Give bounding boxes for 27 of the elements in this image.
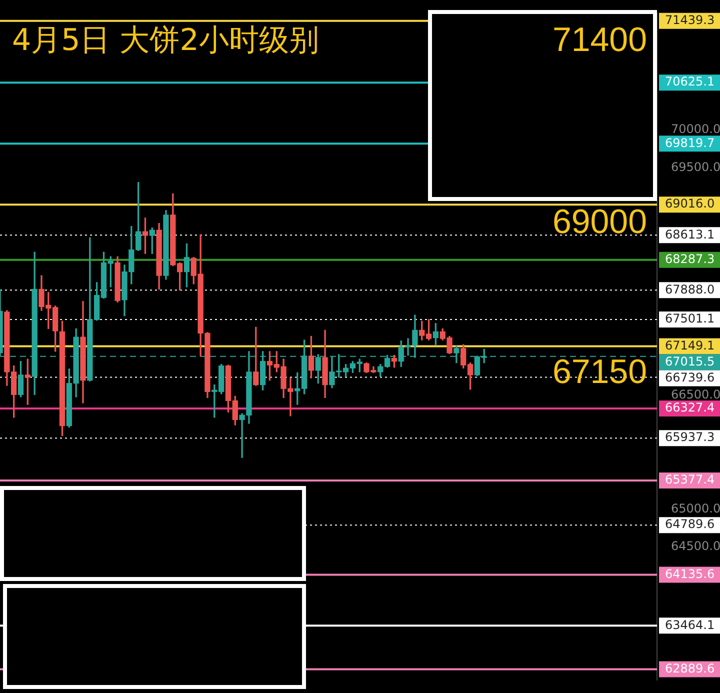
ref-line-label: 65377.4	[665, 472, 715, 487]
ref-line-label: 68287.3	[665, 252, 715, 266]
ref-line-label: 67501.1	[665, 312, 715, 326]
y-tick-label: 65000.0	[671, 501, 720, 516]
y-tick-label: 69500.0	[671, 160, 720, 174]
ref-line-label: 70625.1	[665, 74, 715, 89]
annotation: 71400	[552, 20, 647, 60]
ref-line-label: 66327.4	[665, 400, 715, 415]
ref-line-label: 69016.0	[665, 196, 715, 211]
ref-line-label: 62889.6	[665, 661, 715, 676]
ref-line-label: 67149.1	[665, 338, 715, 352]
ref-line-label: 66739.6	[665, 370, 715, 384]
ref-line-label: 63464.1	[665, 618, 715, 632]
chart-title: 4月5日 大饼2小时级别	[12, 22, 319, 60]
y-tick-label: 64500.0	[671, 539, 720, 554]
ref-line-label: 67015.5	[665, 354, 715, 368]
ref-line-label: 64789.6	[665, 517, 715, 532]
ref-line-label: 67888.0	[665, 282, 715, 296]
annotation: 67150	[552, 352, 647, 392]
y-tick-label: 70000.0	[671, 122, 720, 136]
ref-line-label: 65937.3	[665, 430, 715, 444]
annotation: 69000	[552, 202, 647, 242]
ref-line-label: 69819.7	[665, 136, 715, 150]
y-tick-label: 66500.0	[671, 388, 720, 402]
ref-line-label: 64135.6	[665, 566, 715, 581]
ref-line-label: 68613.1	[665, 227, 715, 242]
ref-line-label: 71439.3	[665, 12, 715, 27]
